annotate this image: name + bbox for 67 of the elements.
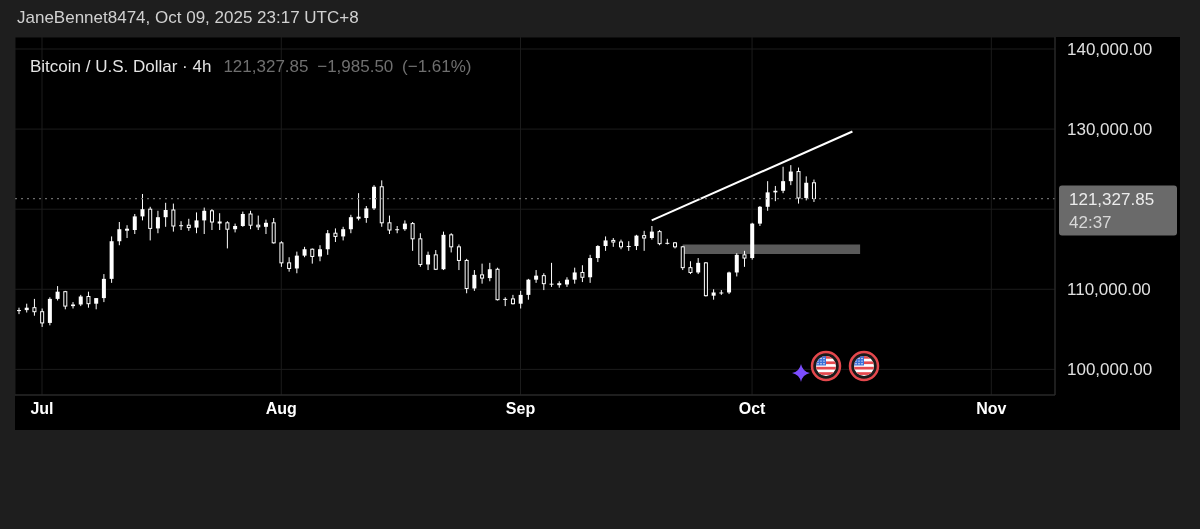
candlestick <box>179 220 184 231</box>
candlestick <box>171 203 176 233</box>
y-tick-label: 140,000.00 <box>1067 40 1153 60</box>
candlestick <box>472 269 477 292</box>
candlestick <box>734 252 739 277</box>
candlestick <box>40 308 45 328</box>
candlestick <box>588 254 593 284</box>
candlestick <box>163 202 168 228</box>
candlestick <box>372 184 377 211</box>
candlestick <box>788 164 793 186</box>
candlestick <box>534 269 539 284</box>
candlestick <box>225 220 230 249</box>
candlestick <box>248 210 253 230</box>
x-tick-label: Nov <box>976 400 1007 418</box>
candlestick <box>781 166 786 194</box>
x-tick-label: Jul <box>30 400 54 418</box>
candlestick <box>526 278 531 301</box>
ref-line-label: 121,327.85 <box>1069 189 1155 209</box>
text: 42:37 <box>1069 212 1112 232</box>
candlestick <box>387 215 392 235</box>
candlestick <box>325 229 330 256</box>
candlestick <box>480 263 485 285</box>
candlestick <box>17 307 21 315</box>
candlestick <box>71 301 76 309</box>
candlestick <box>626 240 631 252</box>
candlestick <box>456 243 461 271</box>
text: JaneBennet8474, Oct 09, 2025 23:17 UTC+8 <box>17 8 359 28</box>
y-tick-label: 100,000.00 <box>1067 360 1153 380</box>
candlestick <box>202 207 207 235</box>
candlestick <box>765 180 770 212</box>
candlestick <box>294 251 299 274</box>
candlestick <box>356 192 361 221</box>
candlestick <box>194 211 199 234</box>
candlestick <box>287 256 292 273</box>
candlestick <box>140 193 145 221</box>
candlestick <box>757 205 762 227</box>
text: Bitcoin / U.S. Dollar · 4h <box>30 57 212 77</box>
x-tick-label: Oct <box>738 400 767 418</box>
candlestick <box>811 179 816 203</box>
candlestick <box>804 175 809 201</box>
candlestick <box>155 210 160 234</box>
candlestick <box>318 244 322 262</box>
y-tick-label: 110,000.00 <box>1067 280 1151 300</box>
candlestick <box>132 213 137 235</box>
candlestick <box>487 262 492 282</box>
candlestick <box>402 219 407 232</box>
candlestick <box>117 221 122 246</box>
candlestick <box>410 221 415 252</box>
candlestick <box>348 214 353 234</box>
text: 121,327.85 −1,985.50 (−1.61%) <box>223 57 472 77</box>
candlestick <box>233 223 238 233</box>
candlestick <box>642 230 647 252</box>
candlestick <box>263 219 268 235</box>
candlestick <box>549 262 554 288</box>
candlestick <box>101 273 106 303</box>
candlestick <box>680 245 685 271</box>
candlestick <box>426 251 431 271</box>
candlestick <box>271 217 276 245</box>
y-tick-label: 130,000.00 <box>1067 120 1153 140</box>
x-tick-label: Sep <box>505 400 536 418</box>
candlestick <box>279 240 284 268</box>
candlestick <box>148 206 153 241</box>
candlestick <box>649 225 654 241</box>
candlestick <box>449 232 454 253</box>
candlestick <box>125 224 130 239</box>
x-tick-label: Aug <box>265 400 297 418</box>
candlestick <box>209 208 214 231</box>
